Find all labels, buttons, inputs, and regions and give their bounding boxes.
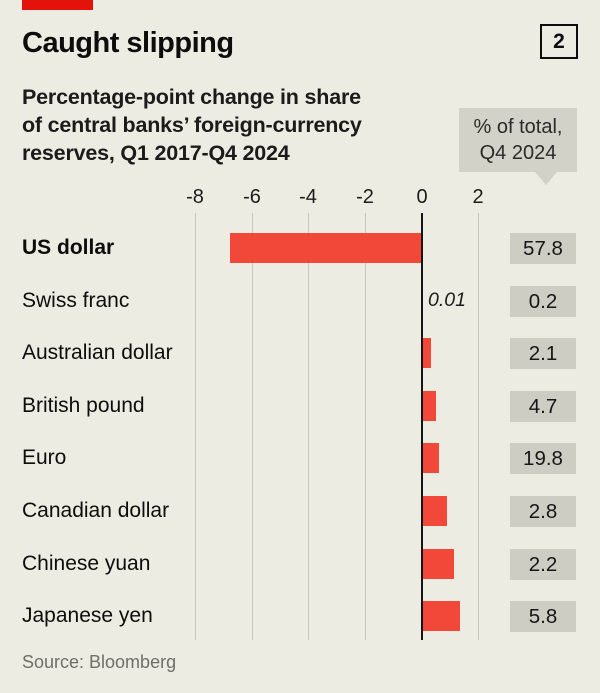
share-badge-japanese-yen: 5.8: [510, 601, 576, 632]
share-badge-us-dollar: 57.8: [510, 233, 576, 264]
share-badge-swiss-franc: 0.2: [510, 286, 576, 317]
category-label-euro: Euro: [22, 446, 67, 469]
category-label-swiss-franc: Swiss franc: [22, 289, 130, 312]
bar-us-dollar: [230, 233, 422, 263]
bar-chinese-yuan: [423, 549, 454, 579]
gridline: [308, 213, 309, 640]
bar-euro: [423, 443, 439, 473]
callout-line: Q4 2024: [479, 142, 557, 164]
category-label-australian-dollar: Australian dollar: [22, 341, 173, 364]
share-column-callout: % of total, Q4 2024: [459, 108, 577, 172]
callout-line: % of total,: [473, 116, 563, 138]
value-annotation-swiss-franc: 0.01: [428, 289, 466, 311]
share-badge-british-pound: 4.7: [510, 391, 576, 422]
category-label-japanese-yen: Japanese yen: [22, 604, 153, 627]
bar-australian-dollar: [423, 338, 431, 368]
gridline: [365, 213, 366, 640]
category-label-canadian-dollar: Canadian dollar: [22, 499, 170, 522]
page-title: Caught slipping: [22, 27, 234, 59]
category-label-us-dollar: US dollar: [22, 236, 115, 259]
category-label-british-pound: British pound: [22, 394, 145, 417]
share-badge-canadian-dollar: 2.8: [510, 496, 576, 527]
bar-british-pound: [423, 391, 436, 421]
brand-red-tab: [22, 0, 93, 10]
figure-number-badge: 2: [540, 24, 578, 59]
callout-pointer-icon: [535, 172, 557, 185]
share-badge-australian-dollar: 2.1: [510, 338, 576, 369]
bar-canadian-dollar: [423, 496, 447, 526]
subtitle-line: of central banks’ foreign-currency: [22, 113, 362, 137]
category-label-chinese-yuan: Chinese yuan: [22, 552, 151, 575]
bar-japanese-yen: [423, 601, 460, 631]
x-tick-label: -2: [356, 186, 374, 208]
x-tick-label: 0: [416, 186, 428, 208]
share-badge-euro: 19.8: [510, 443, 576, 474]
zero-axis-line: [421, 213, 423, 640]
source-note: Source: Bloomberg: [22, 652, 177, 672]
chart-subtitle: Percentage-point change in share of cent…: [22, 83, 362, 167]
x-tick-label: -8: [186, 186, 204, 208]
gridline: [195, 213, 196, 640]
share-badge-chinese-yuan: 2.2: [510, 549, 576, 580]
subtitle-line: reserves, Q1 2017-Q4 2024: [22, 141, 290, 165]
subtitle-line: Percentage-point change in share: [22, 85, 361, 109]
gridline: [252, 213, 253, 640]
gridline: [478, 213, 479, 640]
x-tick-label: -4: [299, 186, 317, 208]
x-tick-label: 2: [472, 186, 484, 208]
x-tick-label: -6: [243, 186, 261, 208]
